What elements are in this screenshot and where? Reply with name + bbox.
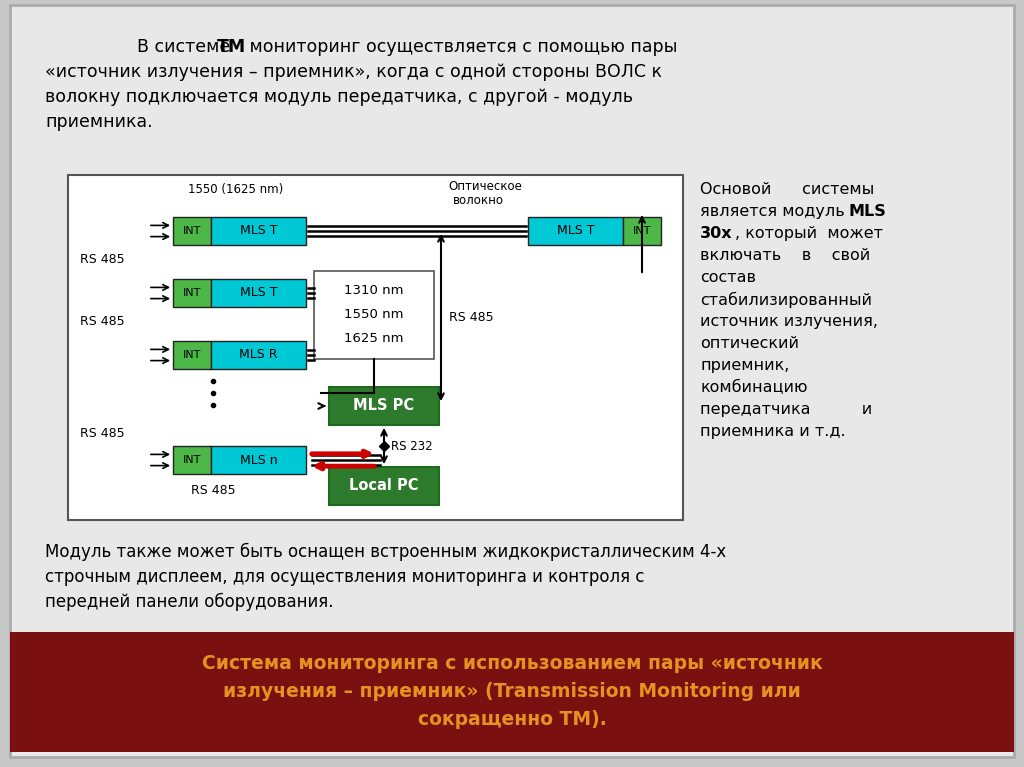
Bar xyxy=(211,217,306,245)
Text: MLS T: MLS T xyxy=(240,225,278,238)
Text: INT: INT xyxy=(183,455,201,465)
Bar xyxy=(173,446,211,474)
Text: мониторинг осуществляется с помощью пары: мониторинг осуществляется с помощью пары xyxy=(244,38,677,56)
Text: 1625 nm: 1625 nm xyxy=(344,333,403,345)
Text: оптический: оптический xyxy=(700,336,799,351)
Text: 1550 (1625 nm): 1550 (1625 nm) xyxy=(188,183,284,196)
Text: INT: INT xyxy=(183,226,201,236)
Text: состав: состав xyxy=(700,270,756,285)
Bar xyxy=(211,446,306,474)
Text: источник излучения,: источник излучения, xyxy=(700,314,878,329)
Text: Оптическое: Оптическое xyxy=(449,180,522,193)
Text: INT: INT xyxy=(183,288,201,298)
Text: MLS T: MLS T xyxy=(557,225,594,238)
Text: включать    в    свой: включать в свой xyxy=(700,248,870,263)
Bar xyxy=(314,271,434,359)
Bar xyxy=(10,632,1014,752)
Text: приемника.: приемника. xyxy=(45,113,153,131)
Text: волокну подключается модуль передатчика, с другой - модуль: волокну подключается модуль передатчика,… xyxy=(45,88,633,106)
Bar xyxy=(329,467,439,505)
Text: Основой      системы: Основой системы xyxy=(700,182,874,197)
Text: стабилизированный: стабилизированный xyxy=(700,292,872,308)
Text: приемника и т.д.: приемника и т.д. xyxy=(700,424,846,439)
Text: строчным дисплеем, для осуществления мониторинга и контроля с: строчным дисплеем, для осуществления мон… xyxy=(45,568,644,586)
Text: RS 485: RS 485 xyxy=(80,427,125,440)
Bar xyxy=(329,387,439,425)
Text: MLS n: MLS n xyxy=(240,453,278,466)
Text: сокращенно ТМ).: сокращенно ТМ). xyxy=(418,710,606,729)
Text: В системе: В системе xyxy=(115,38,236,56)
Bar xyxy=(173,279,211,307)
Bar xyxy=(173,341,211,369)
Text: «источник излучения – приемник», когда с одной стороны ВОЛС к: «источник излучения – приемник», когда с… xyxy=(45,63,662,81)
Text: 30x: 30x xyxy=(700,226,732,241)
Text: ТМ: ТМ xyxy=(217,38,246,56)
Bar xyxy=(623,217,662,245)
Text: RS 485: RS 485 xyxy=(449,311,494,324)
Bar xyxy=(173,217,211,245)
Text: INT: INT xyxy=(183,350,201,360)
Text: RS 232: RS 232 xyxy=(391,439,432,453)
Text: MLS T: MLS T xyxy=(240,287,278,299)
Text: MLS PC: MLS PC xyxy=(353,399,415,413)
Text: 1310 nm: 1310 nm xyxy=(344,285,403,298)
Text: передатчика          и: передатчика и xyxy=(700,402,872,417)
Text: приемник,: приемник, xyxy=(700,358,790,373)
Text: INT: INT xyxy=(633,226,651,236)
Text: MLS R: MLS R xyxy=(240,348,278,361)
Text: Local PC: Local PC xyxy=(349,479,419,493)
Text: RS 485: RS 485 xyxy=(80,315,125,328)
Text: Модуль также может быть оснащен встроенным жидкокристаллическим 4-х: Модуль также может быть оснащен встроенн… xyxy=(45,543,726,561)
Text: , который  может: , который может xyxy=(735,226,883,241)
Bar xyxy=(211,341,306,369)
Bar xyxy=(211,279,306,307)
Text: является модуль: является модуль xyxy=(700,204,850,219)
Text: 1550 nm: 1550 nm xyxy=(344,308,403,321)
Text: MLS: MLS xyxy=(848,204,886,219)
Text: комбинацию: комбинацию xyxy=(700,380,808,395)
Text: RS 485: RS 485 xyxy=(80,253,125,266)
Bar xyxy=(68,175,683,520)
Text: передней панели оборудования.: передней панели оборудования. xyxy=(45,593,334,611)
Text: Система мониторинга с использованием пары «источник: Система мониторинга с использованием пар… xyxy=(202,654,822,673)
Text: волокно: волокно xyxy=(453,194,504,207)
Text: излучения – приемник» (Transmission Monitoring или: излучения – приемник» (Transmission Moni… xyxy=(223,682,801,701)
Text: RS 485: RS 485 xyxy=(190,484,236,497)
Bar xyxy=(528,217,623,245)
